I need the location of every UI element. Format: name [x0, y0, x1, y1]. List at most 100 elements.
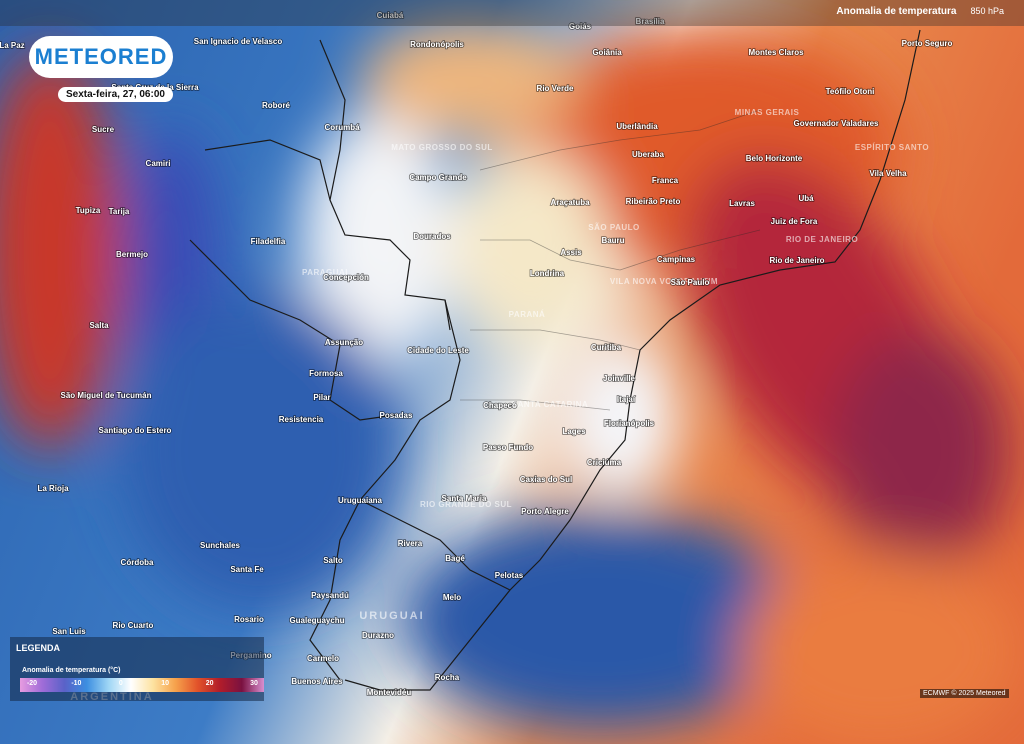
- place-label: Resistencia: [279, 415, 324, 424]
- place-label: Goiânia: [592, 48, 622, 57]
- place-label: Juiz de Fora: [771, 217, 818, 226]
- place-label: Durazno: [362, 631, 394, 640]
- place-label: São Paulo: [671, 278, 710, 287]
- place-label: Lavras: [729, 199, 755, 208]
- place-label: Santiago do Estero: [99, 426, 172, 435]
- legend: LEGENDA Anomalia de temperatura (°C) -20…: [10, 637, 264, 701]
- logo[interactable]: METEORED: [29, 36, 173, 78]
- place-label: RIO GRANDE DO SUL: [420, 500, 512, 509]
- place-label: RIO DE JANEIRO: [786, 235, 858, 244]
- credit: ECMWF © 2025 Meteored: [920, 689, 1009, 698]
- place-label: Salta: [89, 321, 109, 330]
- place-label: Gualeguaychu: [289, 616, 344, 625]
- place-label: Curitiba: [591, 343, 622, 352]
- place-label: Araçatuba: [550, 198, 590, 207]
- place-label: Carmelo: [307, 654, 339, 663]
- place-label: Rondonópolis: [410, 40, 464, 49]
- legend-tick: 0: [118, 680, 123, 687]
- place-label: Criciúma: [587, 458, 622, 467]
- place-label: Santa Maria: [442, 494, 487, 503]
- place-label: Campinas: [657, 255, 696, 264]
- place-label: São Miguel de Tucumán: [61, 391, 152, 400]
- place-label: Bagé: [445, 554, 465, 563]
- place-label: Brasília: [636, 17, 665, 26]
- place-label: Belo Horizonte: [746, 154, 803, 163]
- place-label: Assunção: [325, 338, 363, 347]
- place-label: Buenos Aires: [291, 677, 343, 686]
- place-label: Salto: [323, 556, 343, 565]
- place-label: Montes Claros: [748, 48, 804, 57]
- place-label: Campo Grande: [409, 173, 467, 182]
- place-label: PARAGUAI: [302, 268, 348, 277]
- place-label: Sucre: [92, 125, 115, 134]
- borders: [189, 29, 921, 691]
- place-label: Ribeirão Preto: [626, 197, 681, 206]
- place-label: Rosario: [234, 615, 264, 624]
- place-label: San Ignacio de Velasco: [194, 37, 283, 46]
- place-label: Formosa: [309, 369, 343, 378]
- place-label: Londrina: [530, 269, 565, 278]
- place-label: PARANÁ: [509, 310, 546, 319]
- place-label: Concepción: [323, 273, 369, 282]
- place-label: Caxias do Sul: [520, 475, 572, 484]
- place-label: Tarija: [109, 207, 130, 216]
- place-label: Goiás: [569, 22, 592, 31]
- legend-tick: -10: [71, 680, 82, 687]
- place-label: Rio de Janeiro: [769, 256, 824, 265]
- place-label: Roboré: [262, 101, 291, 110]
- layer-name: Anomalia de temperatura: [836, 6, 957, 17]
- legend-title[interactable]: LEGENDA: [16, 643, 61, 653]
- place-label: Montevidéu: [367, 688, 412, 697]
- place-label: Lages: [562, 427, 586, 436]
- place-label: MATO GROSSO DO SUL: [391, 143, 493, 152]
- place-label: Florianópolis: [604, 419, 655, 428]
- place-label: Córdoba: [121, 558, 154, 567]
- place-label: URUGUAI: [359, 610, 424, 622]
- top-bar: [0, 0, 1024, 26]
- place-label: Vila Velha: [869, 169, 907, 178]
- place-label: Itajaí: [617, 395, 636, 404]
- place-label: Chapecó: [483, 401, 517, 410]
- pressure-level[interactable]: 850 hPa: [970, 6, 1004, 16]
- place-label: Uberaba: [632, 150, 665, 159]
- place-label: MINAS GERAIS: [735, 108, 800, 117]
- legend-tick: 10: [161, 680, 170, 687]
- place-label: Rio Verde: [537, 84, 574, 93]
- place-label: Cuiabá: [377, 11, 404, 20]
- place-label: Pilar: [313, 393, 330, 402]
- place-label: La Rioja: [37, 484, 69, 493]
- place-label: La Paz: [0, 41, 25, 50]
- place-label: Uruguaiana: [338, 496, 383, 505]
- place-label: VILA NOVA VOTORANTIM: [610, 277, 718, 286]
- place-label: Joinville: [603, 374, 636, 383]
- legend-tick: 30: [250, 680, 258, 687]
- date-badge[interactable]: Sexta-feira, 27, 06:00: [58, 87, 173, 102]
- place-label: Melo: [443, 593, 461, 602]
- place-label: Cidade do Leste: [407, 346, 469, 355]
- place-label: Santa Fe: [230, 565, 264, 574]
- place-label: San Luis: [52, 627, 86, 636]
- legend-tick: -20: [26, 680, 38, 687]
- place-label: Rivera: [398, 539, 423, 548]
- place-label: Rio Cuarto: [113, 621, 154, 630]
- place-label: Filadelfia: [251, 237, 286, 246]
- state-borders: [460, 109, 761, 411]
- place-label: Teófilo Otoni: [826, 87, 875, 96]
- place-label: SANTA CATARINA: [512, 400, 588, 409]
- place-label: Paysandú: [311, 591, 349, 600]
- place-label: Bermejo: [116, 250, 148, 259]
- anomaly-blobs: [0, 20, 1020, 744]
- place-label: Dourados: [413, 232, 451, 241]
- place-label: ESPÍRITO SANTO: [855, 143, 929, 152]
- place-label: SÃO PAULO: [588, 223, 639, 232]
- place-label: Ubá: [798, 194, 814, 203]
- place-label: Assis: [560, 248, 582, 257]
- place-label: Governador Valadares: [794, 119, 879, 128]
- place-label: Passo Fundo: [483, 443, 533, 452]
- place-label: Pelotas: [495, 571, 524, 580]
- legend-tick: 20: [205, 680, 214, 687]
- place-label: Porto Alegre: [521, 507, 569, 516]
- place-label: Rocha: [435, 673, 460, 682]
